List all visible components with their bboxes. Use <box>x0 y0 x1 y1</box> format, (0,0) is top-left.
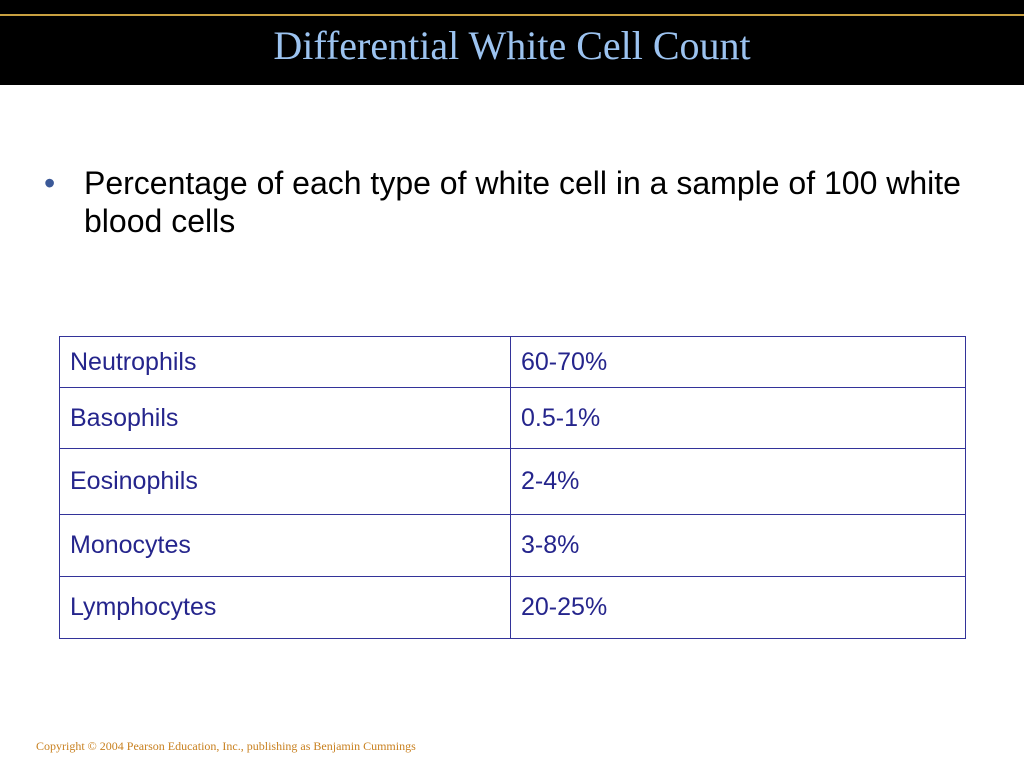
title-bar: Differential White Cell Count <box>0 0 1024 85</box>
cell-percentage: 20-25% <box>510 576 966 639</box>
slide-title: Differential White Cell Count <box>273 23 751 68</box>
cell-percentage: 2-4% <box>510 448 966 515</box>
cell-percentage: 3-8% <box>510 514 966 577</box>
bullet-text: Percentage of each type of white cell in… <box>84 165 961 239</box>
table-row: Lymphocytes 20-25% <box>59 576 966 639</box>
white-cell-table: Neutrophils 60-70% Basophils 0.5-1% Eosi… <box>59 336 966 639</box>
table-row: Eosinophils 2-4% <box>59 448 966 515</box>
cell-percentage: 0.5-1% <box>510 387 966 449</box>
table-row: Basophils 0.5-1% <box>59 387 966 449</box>
table-row: Monocytes 3-8% <box>59 514 966 577</box>
cell-type: Neutrophils <box>59 336 511 388</box>
cell-type: Eosinophils <box>59 448 511 515</box>
title-rule <box>0 14 1024 16</box>
table-row: Neutrophils 60-70% <box>59 336 966 388</box>
cell-type: Monocytes <box>59 514 511 577</box>
bullet-dot-icon: • <box>44 165 56 201</box>
cell-type: Lymphocytes <box>59 576 511 639</box>
bullet-point: • Percentage of each type of white cell … <box>44 164 964 240</box>
copyright-notice: Copyright © 2004 Pearson Education, Inc.… <box>36 739 416 753</box>
cell-percentage: 60-70% <box>510 336 966 388</box>
cell-type: Basophils <box>59 387 511 449</box>
